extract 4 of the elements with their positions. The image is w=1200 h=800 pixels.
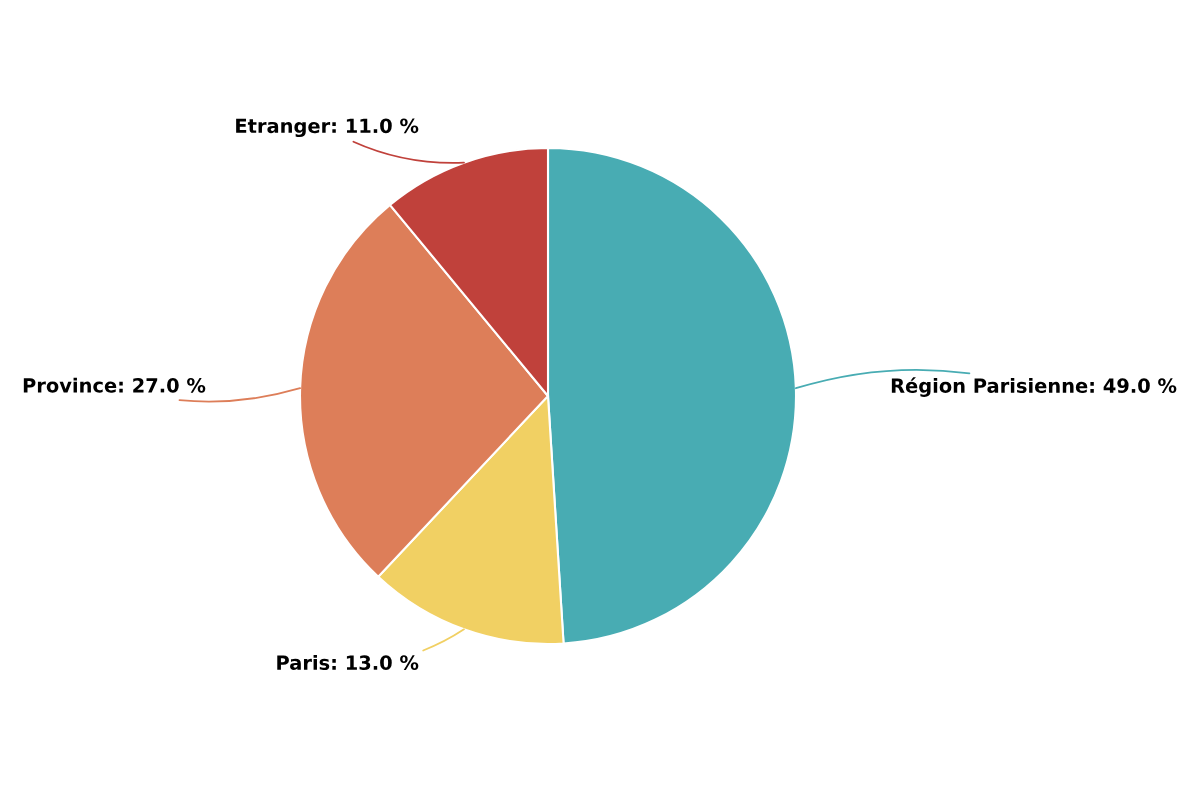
slice-label: Province: 27.0 % [23,377,206,393]
slice-label: Paris: 13.0 % [277,654,419,670]
slice-label: Région Parisienne: 49.0 % [891,377,1177,397]
slice-label: Etranger: 11.0 % [236,118,419,138]
